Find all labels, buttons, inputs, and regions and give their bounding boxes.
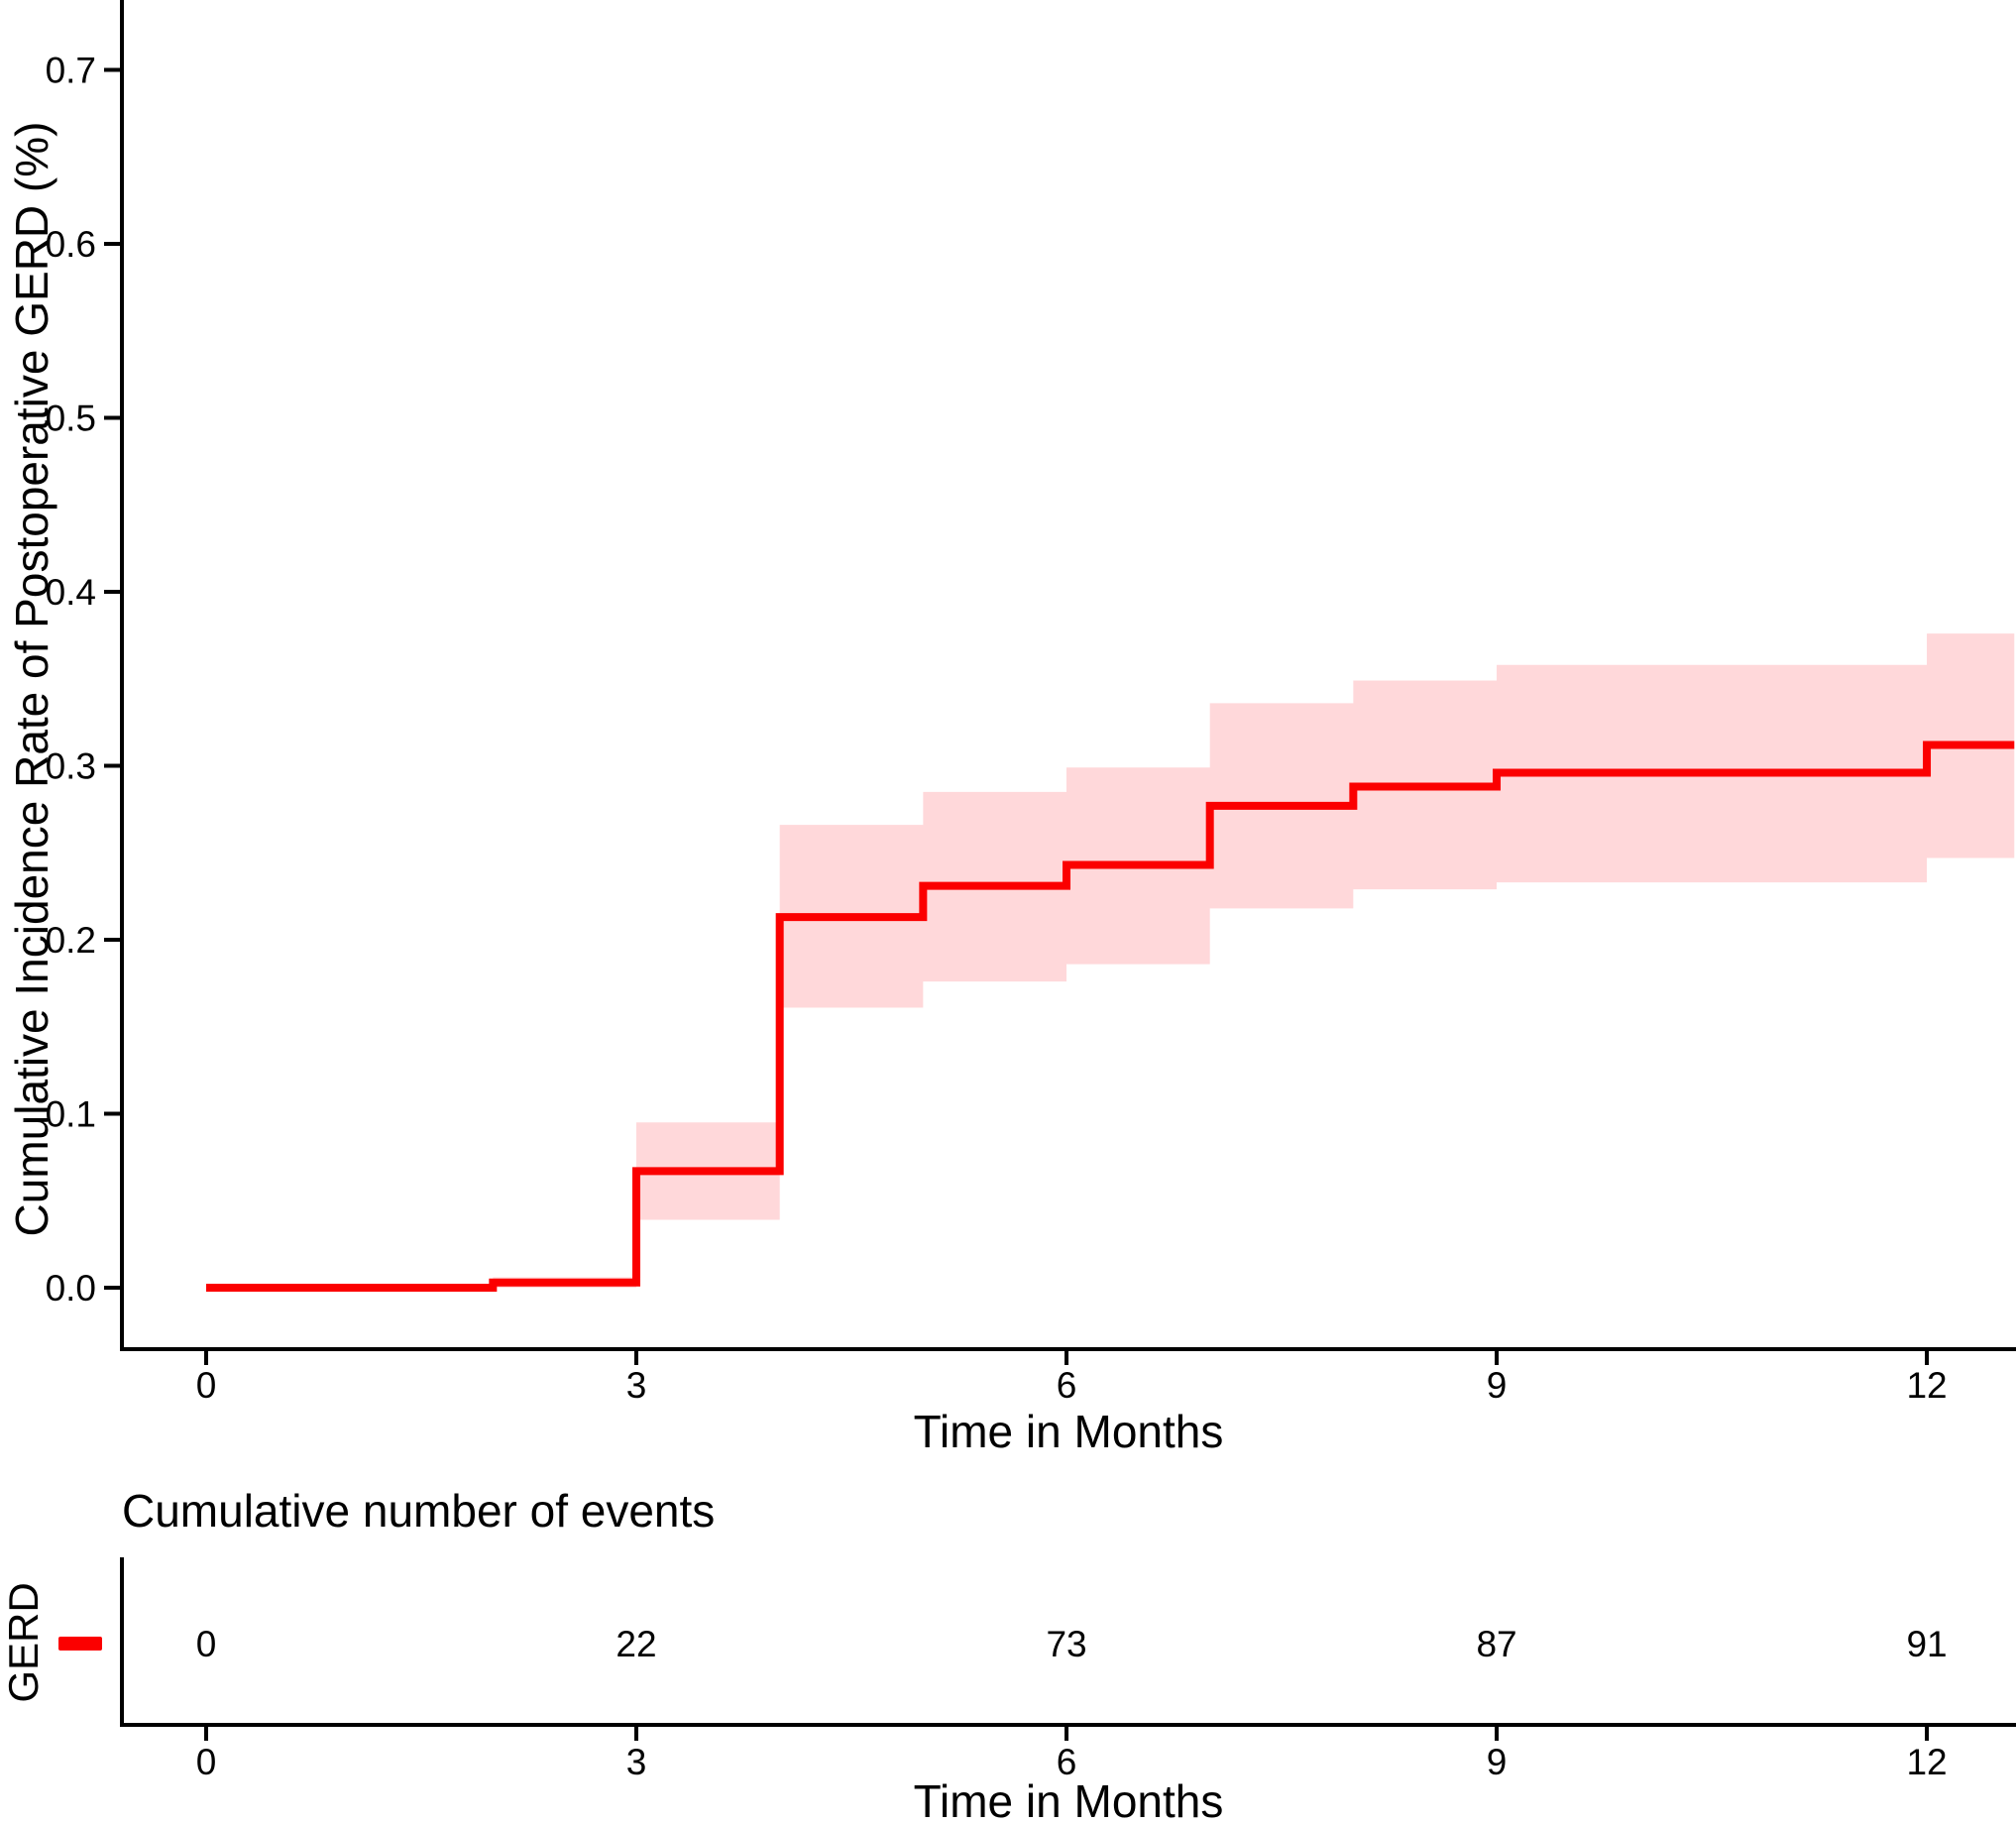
x-tick-label: 6 xyxy=(1057,1365,1077,1406)
y-tick-label: 0.0 xyxy=(46,1268,96,1309)
main-x-ticks: 0 3 6 9 12 xyxy=(196,1349,1948,1406)
y-tick-label: 0.5 xyxy=(46,399,96,439)
event-count-value: 91 xyxy=(1906,1624,1947,1664)
events-table-panel: Cumulative number of events GERD 0 22 73 87… xyxy=(0,1485,2016,1824)
confidence-band xyxy=(493,633,2015,1288)
x-tick-label: 0 xyxy=(196,1365,217,1406)
incidence-step-curve xyxy=(206,741,2015,1292)
x-tick-label: 3 xyxy=(626,1365,647,1406)
event-count-value: 0 xyxy=(196,1624,217,1664)
y-tick-label: 0.7 xyxy=(46,51,96,91)
x-axis-title-main: Time in Months xyxy=(914,1406,1224,1457)
x-axis-title-table: Time in Months xyxy=(914,1775,1224,1824)
event-count-value: 22 xyxy=(616,1624,656,1664)
table-x-tick-label: 3 xyxy=(626,1742,647,1782)
table-x-tick-label: 9 xyxy=(1487,1742,1508,1782)
main-plot-panel: 0.0 0.1 0.2 0.3 0.4 0.5 0.6 0.7 0 3 6 9 12 Cumulati… xyxy=(6,0,2016,1457)
event-count-value: 73 xyxy=(1046,1624,1086,1664)
event-counts-row: 0 22 73 87 91 xyxy=(196,1624,1948,1664)
y-tick-label: 0.1 xyxy=(46,1094,96,1135)
y-tick-label: 0.6 xyxy=(46,224,96,265)
gerd-legend-dash-icon xyxy=(58,1637,102,1651)
x-tick-label: 9 xyxy=(1487,1365,1508,1406)
y-tick-label: 0.2 xyxy=(46,920,96,961)
y-tick-label: 0.4 xyxy=(46,572,96,613)
table-x-tick-label: 0 xyxy=(196,1742,217,1782)
events-row-label: GERD xyxy=(0,1582,47,1702)
events-table-title: Cumulative number of events xyxy=(122,1485,715,1537)
table-x-ticks: 0 3 6 9 12 xyxy=(196,1725,1948,1782)
table-x-tick-label: 12 xyxy=(1906,1742,1947,1782)
table-x-tick-label: 6 xyxy=(1057,1742,1077,1782)
x-tick-label: 12 xyxy=(1906,1365,1947,1406)
y-axis-title: Cumulative Incidence Rate of Postoperati… xyxy=(6,122,57,1237)
event-count-value: 87 xyxy=(1476,1624,1516,1664)
y-tick-label: 0.3 xyxy=(46,746,96,787)
main-y-ticks: 0.0 0.1 0.2 0.3 0.4 0.5 0.6 0.7 xyxy=(46,51,120,1309)
